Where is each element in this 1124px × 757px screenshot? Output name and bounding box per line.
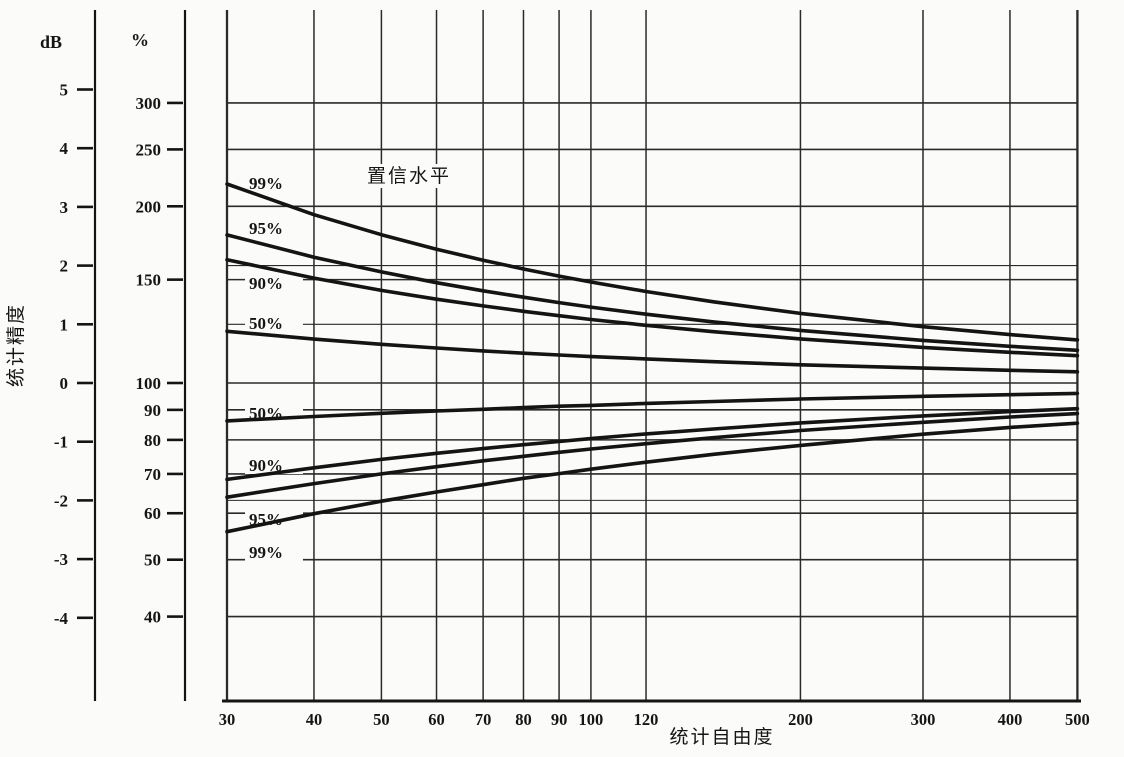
- curve-label-95%-upper: 95%: [249, 219, 283, 238]
- curve-50%-upper: [225, 329, 1080, 374]
- curve-label-95%-lower: 95%: [249, 510, 283, 529]
- x-tick-label-500: 500: [1065, 710, 1090, 729]
- curve-label-99%-upper: 99%: [249, 174, 283, 193]
- axes-layer: [77, 10, 1081, 703]
- percent-tick-label-150: 150: [136, 271, 162, 290]
- db-tick-label-5: 5: [60, 81, 69, 100]
- curve-label-50%-lower: 50%: [249, 404, 283, 423]
- x-tick-label-300: 300: [911, 710, 936, 729]
- x-tick-label-90: 90: [551, 710, 568, 729]
- percent-tick-label-200: 200: [136, 197, 162, 216]
- x-tick-label-30: 30: [219, 710, 236, 729]
- percent-tick-label-40: 40: [144, 608, 161, 627]
- percent-tick-label-70: 70: [144, 465, 161, 484]
- x-tick-label-400: 400: [998, 710, 1023, 729]
- db-axis-header: dB: [40, 32, 62, 52]
- percent-tick-label-100: 100: [136, 374, 162, 393]
- x-tick-label-120: 120: [634, 710, 659, 729]
- x-tick-label-200: 200: [788, 710, 813, 729]
- curve-label-background-2: [245, 274, 303, 292]
- curve-99%-upper: [225, 182, 1080, 342]
- db-tick-label-4: 4: [60, 139, 69, 158]
- curve-95%-lower: [225, 411, 1080, 499]
- percent-tick-label-90: 90: [144, 401, 161, 420]
- percent-tick-label-80: 80: [144, 431, 161, 450]
- db-tick-label--4: -4: [54, 609, 69, 628]
- curve-90%-lower: [225, 406, 1080, 482]
- db-tick-label-3: 3: [60, 198, 69, 217]
- tick-label-layer: 5 4 3 2 1 0 -1 -2 -3 -4 300 250 200 150 100 90 80 70 60 50 4…: [54, 81, 1090, 730]
- curve-label-50%-upper: 50%: [249, 314, 283, 333]
- percent-tick-label-50: 50: [144, 551, 161, 570]
- x-tick-label-70: 70: [475, 710, 492, 729]
- curve-90%-upper: [225, 257, 1080, 358]
- db-tick-label--3: -3: [54, 550, 68, 569]
- legend-title-background: [356, 164, 462, 188]
- x-tick-label-60: 60: [428, 710, 445, 729]
- percent-tick-label-300: 300: [136, 94, 162, 113]
- percent-tick-label-60: 60: [144, 504, 161, 523]
- db-tick-label-1: 1: [60, 315, 69, 334]
- x-tick-label-40: 40: [306, 710, 323, 729]
- db-tick-label--2: -2: [54, 491, 68, 510]
- label-background-layer: [245, 164, 462, 561]
- curve-label-background-7: [245, 543, 303, 561]
- curve-50%-lower: [225, 391, 1080, 423]
- curves-layer: [225, 182, 1080, 534]
- x-tick-label-80: 80: [515, 710, 532, 729]
- x-tick-label-50: 50: [373, 710, 390, 729]
- curve-label-background-0: [245, 174, 303, 192]
- db-tick-label-2: 2: [60, 257, 69, 276]
- percent-axis-header: %: [131, 30, 149, 50]
- y-axis-title: 统计精度: [5, 303, 27, 387]
- curve-99%-lower: [225, 421, 1080, 534]
- grid-layer: [225, 10, 1079, 701]
- curve-95%-upper: [225, 233, 1080, 353]
- curve-label-background-3: [245, 314, 303, 332]
- curve-label-90%-upper: 90%: [249, 274, 283, 293]
- db-tick-label-0: 0: [60, 374, 69, 393]
- percent-tick-label-250: 250: [136, 140, 162, 159]
- curve-label-background-1: [245, 219, 303, 237]
- x-axis-title: 统计自由度: [669, 726, 774, 748]
- db-tick-label--1: -1: [54, 433, 68, 452]
- x-tick-label-100: 100: [579, 710, 604, 729]
- curve-label-90%-lower: 90%: [249, 456, 283, 475]
- legend-title-confidence-level: 置信水平: [367, 165, 451, 187]
- curve-label-99%-lower: 99%: [249, 543, 283, 562]
